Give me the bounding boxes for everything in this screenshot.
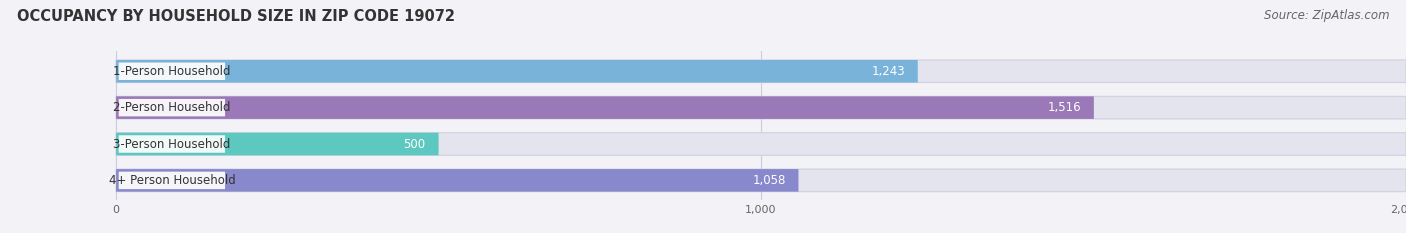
- Text: 3-Person Household: 3-Person Household: [114, 137, 231, 151]
- FancyBboxPatch shape: [117, 96, 1094, 119]
- FancyBboxPatch shape: [118, 135, 225, 153]
- FancyBboxPatch shape: [117, 96, 1406, 119]
- Text: 4+ Person Household: 4+ Person Household: [108, 174, 235, 187]
- FancyBboxPatch shape: [117, 133, 1406, 155]
- Text: 1-Person Household: 1-Person Household: [112, 65, 231, 78]
- FancyBboxPatch shape: [118, 99, 225, 116]
- FancyBboxPatch shape: [118, 62, 225, 80]
- Text: 500: 500: [404, 137, 426, 151]
- FancyBboxPatch shape: [117, 60, 918, 82]
- Text: Source: ZipAtlas.com: Source: ZipAtlas.com: [1264, 9, 1389, 22]
- FancyBboxPatch shape: [117, 133, 439, 155]
- Text: 1,243: 1,243: [872, 65, 905, 78]
- Text: 1,058: 1,058: [752, 174, 786, 187]
- Text: 2-Person Household: 2-Person Household: [112, 101, 231, 114]
- FancyBboxPatch shape: [117, 169, 1406, 192]
- Text: OCCUPANCY BY HOUSEHOLD SIZE IN ZIP CODE 19072: OCCUPANCY BY HOUSEHOLD SIZE IN ZIP CODE …: [17, 9, 456, 24]
- Text: 1,516: 1,516: [1047, 101, 1081, 114]
- FancyBboxPatch shape: [118, 172, 225, 189]
- FancyBboxPatch shape: [117, 60, 1406, 82]
- FancyBboxPatch shape: [117, 169, 799, 192]
